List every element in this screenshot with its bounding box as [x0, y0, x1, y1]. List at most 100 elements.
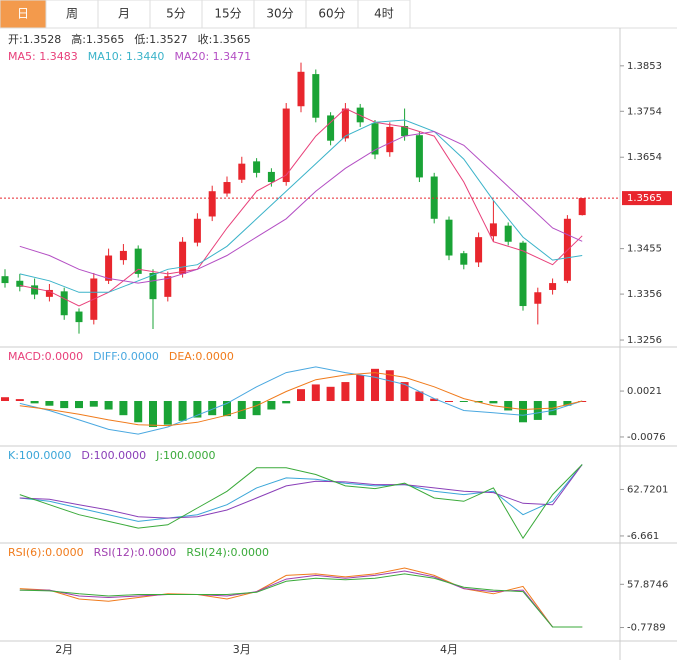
price-tag	[622, 191, 672, 206]
y-tick-label: 1.3853	[627, 61, 662, 72]
candle-body	[327, 115, 335, 141]
macd-bar	[533, 400, 542, 420]
legend-entry: DIFF:0.0000	[93, 350, 159, 363]
candle-body	[415, 135, 423, 178]
price-tag-label: 1.3565	[627, 193, 662, 204]
candle-body	[534, 292, 542, 304]
tab-label[interactable]: 日	[17, 7, 29, 21]
macd-bar	[430, 398, 439, 401]
macd-bar	[267, 400, 276, 410]
y-tick-label: -0.7789	[627, 623, 666, 634]
macd-bar	[15, 399, 24, 401]
candle-body	[282, 108, 290, 183]
candle-body	[549, 283, 557, 290]
macd-bar	[326, 386, 335, 401]
macd-bar	[385, 370, 394, 401]
candle-body	[386, 126, 394, 153]
tab[interactable]	[149, 0, 203, 29]
tab[interactable]	[357, 0, 411, 29]
candle-body	[149, 272, 157, 300]
tab-label[interactable]: 月	[118, 7, 130, 21]
legend-entry: J:100.0000	[155, 449, 215, 462]
candle-body	[445, 219, 453, 256]
macd-bar	[252, 400, 261, 416]
x-tick-label: 4月	[440, 643, 458, 656]
macd-bar	[489, 400, 498, 404]
candle-body	[504, 225, 512, 242]
macd-bar	[311, 384, 320, 401]
y-tick-label: 0.0021	[627, 386, 662, 397]
legend-entry: MA5: 1.3483	[8, 50, 78, 63]
macd-bar	[163, 400, 172, 425]
indicator-line	[19, 567, 583, 628]
macd-bar	[193, 400, 202, 418]
y-tick-label: 57.8746	[627, 579, 668, 590]
indicator-line	[19, 464, 583, 540]
y-tick-label: 1.3455	[627, 244, 662, 255]
y-tick-label: -0.0076	[627, 432, 666, 443]
candle-body	[16, 280, 24, 287]
macd-bar	[149, 400, 157, 428]
macd-bar	[504, 400, 513, 411]
legend-entry: MA10: 1.3440	[88, 50, 165, 63]
macd-bar	[104, 400, 113, 410]
macd-bar	[134, 400, 143, 423]
macd-bar	[400, 382, 409, 401]
tab[interactable]	[45, 0, 99, 29]
macd-bar	[119, 400, 128, 416]
candle-body	[75, 311, 83, 323]
candle-body	[223, 182, 231, 194]
tab-label[interactable]: 60分	[318, 7, 345, 21]
candle-body	[341, 108, 349, 139]
indicator-line	[19, 107, 583, 307]
legend-entry: DEA:0.0000	[169, 350, 234, 363]
macd-bar	[297, 389, 305, 401]
tab-label[interactable]: 30分	[266, 7, 293, 21]
tab[interactable]	[305, 0, 359, 29]
panel-title: MACD:0.0000	[8, 350, 83, 363]
legend-entry: D:100.0000	[81, 449, 146, 462]
y-tick-label: 1.3256	[627, 335, 662, 346]
candle-body	[105, 255, 113, 281]
candle-body	[253, 161, 261, 173]
candle-body	[475, 237, 483, 263]
indicator-line	[19, 573, 583, 628]
ohlc-info: 高:1.3565	[71, 32, 124, 46]
macd-bar	[341, 382, 350, 401]
macd-bar	[282, 400, 291, 404]
candle-body	[371, 123, 379, 155]
tab[interactable]	[201, 0, 255, 29]
macd-bar	[415, 391, 424, 401]
tab-label[interactable]: 15分	[214, 7, 241, 21]
indicator-line	[19, 464, 583, 519]
candle-body	[297, 71, 305, 107]
x-tick-label: 3月	[233, 643, 251, 656]
candle-body	[238, 163, 246, 180]
legend-entry: K:100.0000	[8, 449, 71, 462]
y-tick-label: -6.661	[627, 531, 659, 542]
macd-bar	[30, 400, 39, 404]
ohlc-info: 收:1.3565	[198, 32, 251, 46]
macd-bar	[519, 400, 527, 423]
macd-bar	[178, 400, 187, 421]
candle-body	[489, 223, 497, 237]
macd-bar	[563, 400, 572, 406]
x-tick-label: 2月	[55, 643, 73, 656]
indicator-line	[19, 570, 583, 628]
tab-label[interactable]: 周	[66, 7, 78, 21]
candle-body	[430, 176, 438, 219]
tab-label[interactable]: 4时	[374, 7, 394, 21]
legend-entry: RSI(12):0.0000	[94, 546, 177, 559]
tab-label[interactable]: 5分	[166, 7, 186, 21]
indicator-line	[19, 464, 583, 522]
candle-body	[1, 276, 9, 284]
candle-body	[179, 241, 187, 274]
macd-bar	[89, 400, 98, 407]
ohlc-info: 低:1.3527	[134, 33, 187, 46]
macd-bar	[1, 397, 9, 401]
legend-entry: MA20: 1.3471	[174, 50, 251, 63]
indicator-line	[19, 372, 583, 427]
y-tick-label: 1.3654	[627, 152, 662, 163]
